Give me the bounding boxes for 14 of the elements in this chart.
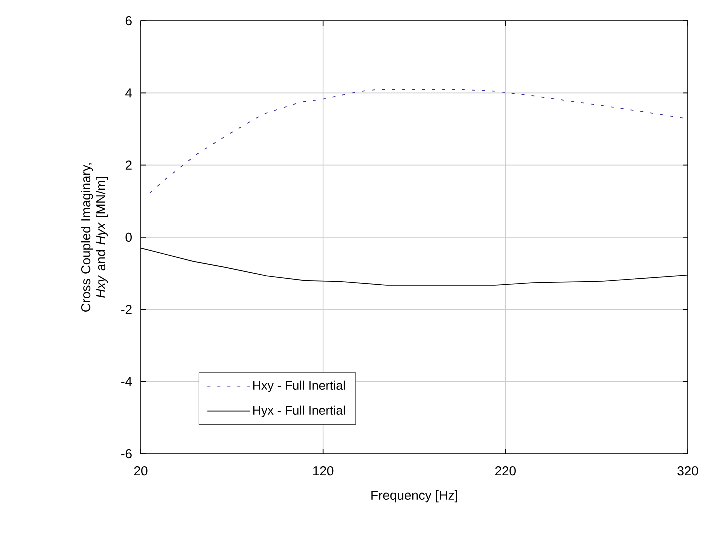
x-tick-label: 20 [134,466,148,476]
y-tick-label: 0 [126,232,132,242]
x-tick-label: 120 [314,466,334,476]
y-tick-label: -4 [122,377,132,386]
y-tick-label: -6 [122,449,132,459]
y-tick-label: -2 [122,305,132,314]
x-tick-label: 320 [678,466,698,476]
y-tick-label: 6 [126,16,132,26]
y-tick-label: 4 [126,88,132,98]
legend-label: Hyx - Full Inertial [254,406,346,418]
legend-label: Hxy - Full Inertial [254,380,346,392]
y-tick-label: 2 [126,160,132,170]
x-tick-label: 220 [496,466,516,476]
x-axis-title: Frequency [Hz] [372,490,458,503]
